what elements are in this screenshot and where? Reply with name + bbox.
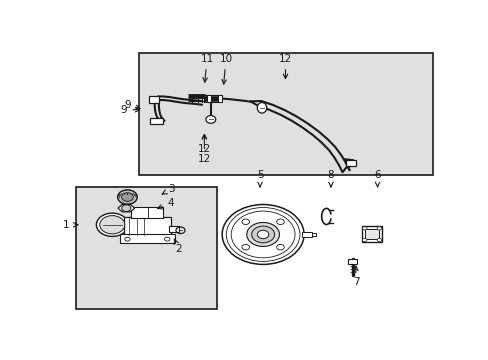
Polygon shape [118, 204, 134, 212]
Text: 12: 12 [197, 135, 210, 154]
Bar [347, 258, 357, 264]
Circle shape [242, 244, 249, 250]
Circle shape [362, 227, 366, 230]
Circle shape [376, 227, 381, 230]
Text: 9: 9 [121, 105, 140, 115]
Text: 8: 8 [327, 170, 334, 187]
Ellipse shape [257, 103, 266, 113]
Circle shape [242, 219, 249, 225]
Circle shape [124, 237, 130, 241]
Bar [311, 233, 316, 237]
Circle shape [164, 237, 169, 241]
Bar [150, 118, 163, 125]
Circle shape [100, 216, 124, 234]
Circle shape [251, 226, 274, 243]
Text: 1: 1 [63, 220, 78, 230]
Bar [365, 229, 378, 239]
Text: 7: 7 [352, 266, 359, 287]
Bar [149, 96, 158, 103]
Bar [361, 226, 382, 242]
Circle shape [117, 190, 137, 204]
Ellipse shape [205, 116, 215, 123]
Text: 9: 9 [124, 100, 140, 110]
Text: 12: 12 [197, 135, 210, 164]
Circle shape [122, 193, 133, 201]
Text: 6: 6 [373, 170, 380, 187]
Circle shape [246, 222, 279, 247]
Bar [120, 234, 175, 243]
Bar [139, 53, 432, 175]
Circle shape [257, 230, 268, 239]
Circle shape [231, 211, 294, 258]
Circle shape [362, 238, 366, 242]
Bar [123, 217, 171, 236]
Text: 5: 5 [256, 170, 263, 187]
Bar [217, 95, 222, 102]
Circle shape [226, 207, 299, 261]
Bar [346, 159, 355, 166]
Bar [131, 207, 163, 219]
Text: 12: 12 [278, 54, 291, 78]
Circle shape [276, 219, 284, 225]
Bar [206, 95, 211, 102]
Circle shape [122, 205, 131, 211]
Text: 3: 3 [162, 184, 174, 194]
Circle shape [222, 204, 304, 264]
Text: 4: 4 [157, 198, 174, 209]
Text: 11: 11 [200, 54, 213, 82]
Circle shape [96, 213, 128, 237]
Bar [302, 232, 311, 237]
Text: 2: 2 [174, 239, 182, 254]
Bar [76, 187, 216, 309]
Bar [169, 226, 178, 232]
Circle shape [276, 244, 284, 250]
Text: 10: 10 [219, 54, 232, 84]
Circle shape [376, 238, 381, 242]
